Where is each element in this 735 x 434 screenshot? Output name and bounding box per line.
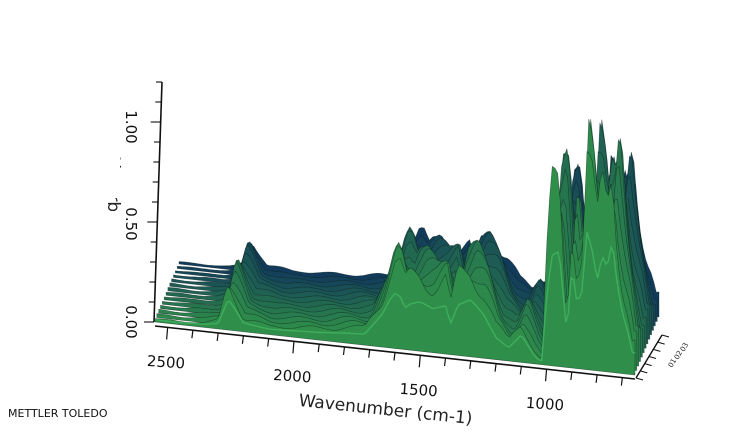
- z-tick-label: 1.00: [122, 110, 140, 143]
- surface-slice: [165, 151, 647, 349]
- x-tick: [570, 371, 573, 381]
- x-tick: [368, 349, 371, 358]
- depth-tick-label: 02: [673, 349, 684, 361]
- z-title-mask: [96, 110, 120, 198]
- x-tick: [544, 369, 548, 382]
- spectrum-line: [154, 231, 636, 362]
- x-tick: [494, 363, 497, 372]
- x-tick: [595, 374, 598, 383]
- z-title-mask: [96, 211, 120, 311]
- surface-slice: [158, 119, 639, 367]
- x-tick: [469, 360, 472, 369]
- z-tick-label: 0.50: [122, 207, 140, 240]
- surface-layer: [154, 118, 660, 376]
- depth-tick: [648, 356, 657, 359]
- x-tick: [418, 355, 421, 368]
- x-tick: [267, 338, 270, 347]
- z-tick-label: 0.00: [122, 305, 140, 338]
- depth-tick-label: 01: [667, 357, 678, 369]
- depth-tick: [635, 377, 644, 381]
- x-tick: [241, 335, 245, 344]
- x-tick-label: 1000: [525, 394, 564, 415]
- surface-slice: [176, 166, 658, 322]
- depth-tick: [661, 334, 670, 338]
- x-tick: [216, 332, 219, 342]
- x-tick: [519, 366, 522, 375]
- depth-tick: [657, 341, 665, 345]
- x-tick: [393, 352, 396, 361]
- depth-tick: [644, 363, 652, 367]
- brand-label: METTLER TOLEDO: [8, 407, 108, 420]
- x-tick: [191, 330, 194, 339]
- x-tick: [317, 344, 320, 353]
- x-tick: [166, 327, 169, 340]
- x-tick: [342, 346, 346, 355]
- x-axis-title: Wavenumber (cm-1): [298, 391, 474, 429]
- surface-slice: [154, 150, 636, 376]
- depth-tick: [640, 370, 648, 374]
- axes-layer: 2500 2000 1500 1000 Wavenumber (cm-1) 0.00 0.5…: [96, 81, 690, 429]
- x-tick-label: 2500: [146, 352, 185, 373]
- x-tick-label: 1500: [399, 380, 438, 401]
- x-tick: [292, 341, 295, 354]
- x-tick: [620, 377, 623, 386]
- x-tick-label: 2000: [273, 366, 312, 387]
- depth-tick-label: 03: [679, 341, 690, 353]
- depth-tick: [653, 348, 661, 352]
- x-tick: [443, 358, 447, 367]
